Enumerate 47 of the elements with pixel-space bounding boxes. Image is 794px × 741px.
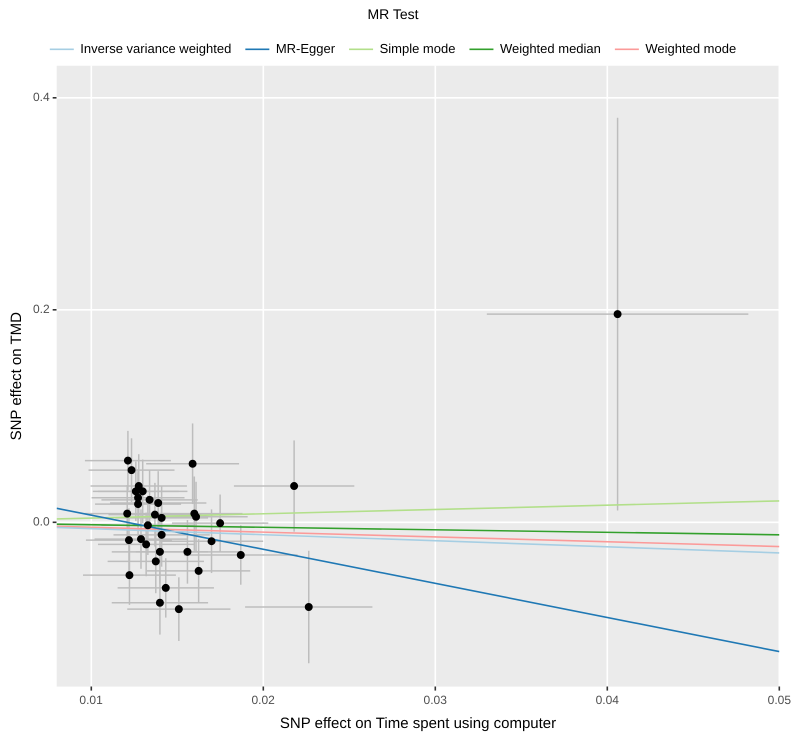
point xyxy=(124,536,133,544)
x-tick-label: 0.01 xyxy=(79,693,104,708)
point xyxy=(156,598,164,607)
x-tick-label: 0.04 xyxy=(596,693,620,708)
legend-label: Weighted mode xyxy=(645,40,736,56)
point xyxy=(208,537,216,546)
x-axis-title: SNP effect on Time spent using computer xyxy=(280,715,556,732)
point xyxy=(156,548,164,556)
point xyxy=(158,530,166,539)
legend-label: Simple mode xyxy=(380,40,456,56)
point xyxy=(194,566,203,575)
point xyxy=(614,310,622,318)
x-tick-label: 0.02 xyxy=(251,693,276,708)
point xyxy=(142,540,150,548)
y-tick-label: 0.0 xyxy=(32,514,50,528)
point xyxy=(144,521,152,530)
point xyxy=(124,456,132,465)
x-tick-label: 0.05 xyxy=(768,693,792,708)
y-tick-label: 0.4 xyxy=(32,90,50,104)
point xyxy=(138,487,147,496)
point xyxy=(134,494,142,502)
point xyxy=(154,499,162,508)
point xyxy=(150,510,159,519)
point xyxy=(136,535,145,544)
point xyxy=(152,557,160,566)
legend-label: Inverse variance weighted xyxy=(80,40,232,56)
point xyxy=(158,514,166,522)
legend-label: Weighted median xyxy=(500,40,601,56)
x-tick-label: 0.03 xyxy=(424,693,448,708)
point xyxy=(146,496,154,504)
point xyxy=(216,519,224,528)
point xyxy=(290,482,298,490)
point xyxy=(125,571,134,580)
legend-title: MR Test xyxy=(367,6,419,22)
point xyxy=(188,460,197,468)
point xyxy=(183,548,192,556)
point xyxy=(304,603,313,612)
point xyxy=(134,500,142,508)
point xyxy=(174,605,183,614)
point xyxy=(192,512,200,521)
point xyxy=(123,510,132,518)
point xyxy=(128,466,136,474)
legend-label: MR-Egger xyxy=(276,40,336,56)
y-tick-label: 0.2 xyxy=(32,302,50,316)
point xyxy=(236,551,245,560)
point xyxy=(162,584,170,592)
y-axis-title: SNP effect on TMD xyxy=(8,312,26,440)
